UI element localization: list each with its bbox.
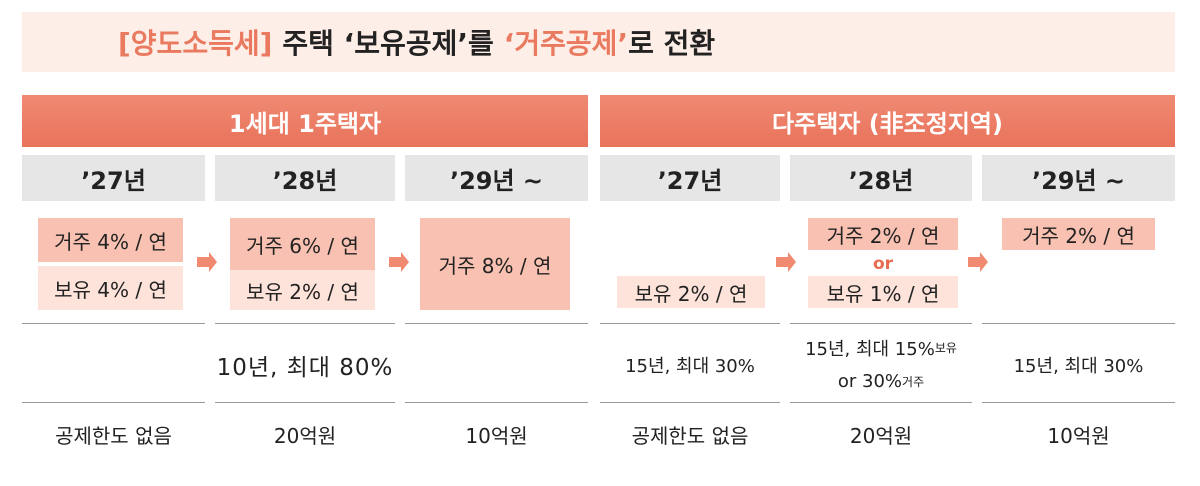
group-header: 다주택자 (非조정지역) xyxy=(600,95,1175,147)
period-sup: 거주 xyxy=(902,374,925,389)
divider xyxy=(22,402,205,403)
limit: 10억원 xyxy=(1047,423,1110,448)
title: [양도소득세] 주택 ‘보유공제’를 ‘거주공제’ 로 전환 xyxy=(22,12,1175,72)
group-header: 1세대 1주택자 xyxy=(22,95,588,147)
rate-box: 보유 4% / 연 xyxy=(38,266,183,310)
divider xyxy=(790,323,972,324)
period-sup: 보유 xyxy=(934,341,957,355)
divider xyxy=(22,323,205,324)
title-highlight: ‘거주공제’ xyxy=(503,27,629,60)
year-header: ’29년 ~ xyxy=(405,155,588,201)
rate-box: 거주 8% / 연 xyxy=(420,218,570,310)
rate-box: 거주 6% / 연 xyxy=(230,218,375,270)
divider xyxy=(600,323,780,324)
period-line: 15년, 최대 15% xyxy=(805,338,935,360)
divider xyxy=(982,402,1175,403)
year-header: ’29년 ~ xyxy=(982,155,1175,201)
rate-box: 보유 2% / 연 xyxy=(617,276,765,308)
rate-box: 보유 2% / 연 xyxy=(230,270,375,310)
year-header: ’28년 xyxy=(215,155,395,201)
arrow-group xyxy=(197,252,988,272)
limit: 공제한도 없음 xyxy=(631,423,749,448)
arrow xyxy=(968,252,988,272)
period: 15년, 최대 15% 보유 xyxy=(790,330,972,365)
limit: 공제한도 없음 xyxy=(55,423,172,448)
title-part: 주택 ‘보유공제’를 xyxy=(282,27,494,60)
arrow xyxy=(389,252,409,272)
limit: 10억원 xyxy=(465,423,528,448)
title-part: 로 전환 xyxy=(628,27,716,60)
period: or 30% 거주 xyxy=(790,365,972,397)
period: 15년, 최대 30% xyxy=(1013,356,1144,377)
arrow xyxy=(197,252,217,272)
rate-box: 보유 1% / 연 xyxy=(808,276,958,308)
limit: 20억원 xyxy=(273,423,337,448)
divider xyxy=(215,323,395,324)
rate-box: 거주 2% / 연 xyxy=(1002,218,1155,250)
divider xyxy=(405,323,588,324)
divider xyxy=(405,402,588,403)
period-line: or 30% xyxy=(837,370,903,392)
divider xyxy=(790,402,972,403)
year-header: ’27년 xyxy=(22,155,205,201)
limit: 20억원 xyxy=(849,423,913,448)
arrow xyxy=(776,252,796,272)
or-label: or xyxy=(872,254,894,274)
rate-box: 거주 2% / 연 xyxy=(808,218,958,250)
year-header: ’27년 xyxy=(600,155,780,201)
period: 15년, 최대 30% xyxy=(625,356,755,377)
title-bracket: [양도소득세] xyxy=(118,27,273,60)
year-header: ’28년 xyxy=(790,155,972,201)
divider xyxy=(215,402,395,403)
divider xyxy=(600,402,780,403)
period: 10년, 최대 80% xyxy=(216,355,394,381)
divider xyxy=(982,323,1175,324)
rate-box: 거주 4% / 연 xyxy=(38,218,183,262)
